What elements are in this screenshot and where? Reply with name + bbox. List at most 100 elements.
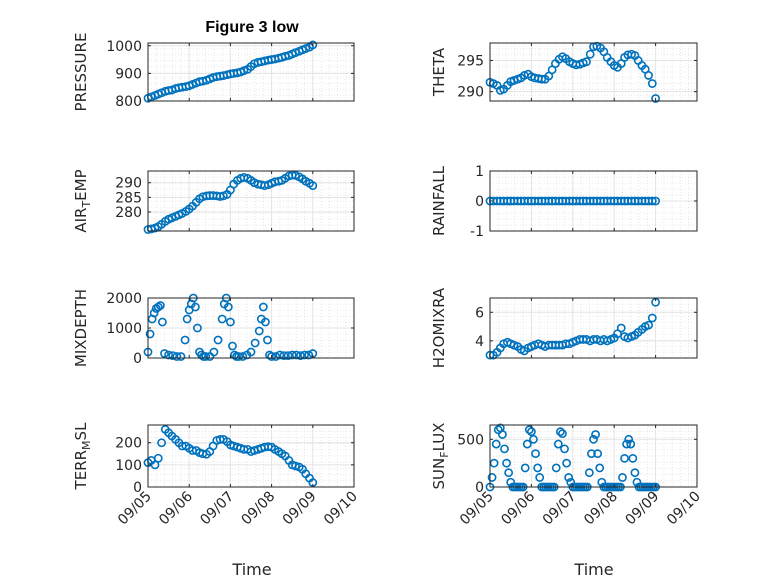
rainfall-markers [485,196,660,206]
sun_flux-point [630,468,640,478]
rainfall-ytick-label: 0 [475,194,484,210]
mixdepth-point [158,317,167,327]
mixdepth-point [209,347,219,357]
terr_msl-ytick-label: 0 [133,480,142,496]
air_temp-markers [143,170,318,234]
mixdepth-point [225,317,235,327]
x-axis-label-right: Time [573,560,613,579]
h2omixra-ytick-label: 6 [475,305,484,321]
theta-subplot: 290 295 THETA [430,41,698,103]
sun_flux-xtick-label: 09/10 [664,489,704,529]
terr_msl-xtick-label: 09/07 [197,489,237,529]
mixdepth-point [258,302,268,312]
mixdepth-point [190,302,200,312]
sun_flux-point [491,439,501,449]
rainfall-point [647,196,657,206]
mixdepth-point [201,352,211,361]
sun_flux-tick-marks [489,425,698,488]
mixdepth-point [296,351,305,360]
sun_flux-point [489,458,499,468]
terr_msl-xtick-label: 09/08 [239,489,279,529]
air_temp-tick-marks [147,171,355,231]
h2omixra-tick-marks [489,298,698,358]
air_temp-point [239,173,249,182]
h2omixra-subplot: 4 6 H2OMIXRA [430,287,698,368]
mixdepth-point [168,351,178,360]
figure-title: Figure 3 low [205,19,299,36]
sun_flux-point [555,427,565,437]
sun_flux-ylabel: SUNFLUX [430,423,451,490]
sun_flux-xtick-label: 09/09 [623,489,663,529]
mixdepth-point [254,326,264,336]
h2omixra-point [647,313,657,323]
sun_flux-xtick-label: 09/07 [540,489,580,529]
rainfall-ytick-label: -1 [470,224,484,240]
mixdepth-point [283,351,293,360]
mixdepth-point [267,352,276,361]
pressure-subplot: 800 900 1000 PRESSURE [72,33,355,111]
mixdepth-point [149,308,159,318]
theta-tick-marks [489,43,698,101]
mixdepth-point [263,335,272,345]
rainfall-subplot: -1 0 1 RAINFALL [430,164,698,240]
sun_flux-point [593,449,603,459]
mixdepth-point [182,314,192,324]
mixdepth-point [180,335,190,345]
theta-axes-box [489,42,698,102]
terr_msl-point [153,453,163,463]
pressure-tick-marks [147,43,355,102]
air_temp-ylabel: AIRTEMP [72,169,93,232]
sun_flux-point [551,463,561,473]
mixdepth-subplot: 0 1000 2000 MIXDEPTH [72,289,355,367]
sun_flux-axes-box [489,424,698,488]
theta-point [585,49,595,59]
sun_flux-point [589,434,598,444]
sun_flux-point [564,473,574,482]
terr_msl-xtick-label: 09/10 [321,489,361,529]
sun_flux-point [620,453,629,463]
sun_flux-point [522,439,532,449]
mixdepth-point [230,350,239,360]
mixdepth-point [279,351,289,360]
mixdepth-tick-marks [147,297,355,359]
mixdepth-point [217,314,227,324]
mixdepth-point [193,323,202,333]
terr_msl-point [157,438,166,448]
mixdepth-point [261,317,270,327]
pressure-point [308,40,318,50]
h2omixra-minor-grid [490,298,697,358]
mixdepth-point [160,349,169,358]
x-axis-label-left: Time [231,560,271,579]
mixdepth-point [228,341,237,351]
air_temp-minor-grid [148,171,354,231]
theta-point [582,57,591,67]
theta-major-grid [490,43,697,101]
sun_flux-xtick-label: 09/06 [498,488,538,528]
air_temp-ytick-label: 280 [115,205,142,221]
rainfall-point [651,196,660,206]
sun_flux-point [562,458,571,468]
mixdepth-ytick-label: 1000 [106,321,142,337]
pressure-markers [143,40,318,103]
h2omixra-point [644,320,653,330]
terr_msl-minor-grid [148,425,354,487]
sun_flux-point [500,444,509,454]
mixdepth-point [275,350,285,360]
sun_flux-point [529,434,538,444]
theta-point [537,74,547,84]
mixdepth-point [250,338,260,348]
sun_flux-point [531,449,540,459]
terr_msl-ytick-label: 100 [115,458,142,474]
pressure-ytick-label: 800 [115,94,142,110]
air_temp-ytick-label: 290 [115,176,142,192]
mixdepth-ytick-label: 2000 [106,291,142,307]
mixdepth-point [145,329,155,339]
terr_msl-point [291,461,300,471]
h2omixra-ylabel: H2OMIXRA [430,287,448,368]
terr_msl-tick-marks [147,425,355,488]
sun_flux-point [587,449,596,459]
terr_msl-ytick-label: 200 [115,436,142,452]
theta-point [644,71,653,80]
